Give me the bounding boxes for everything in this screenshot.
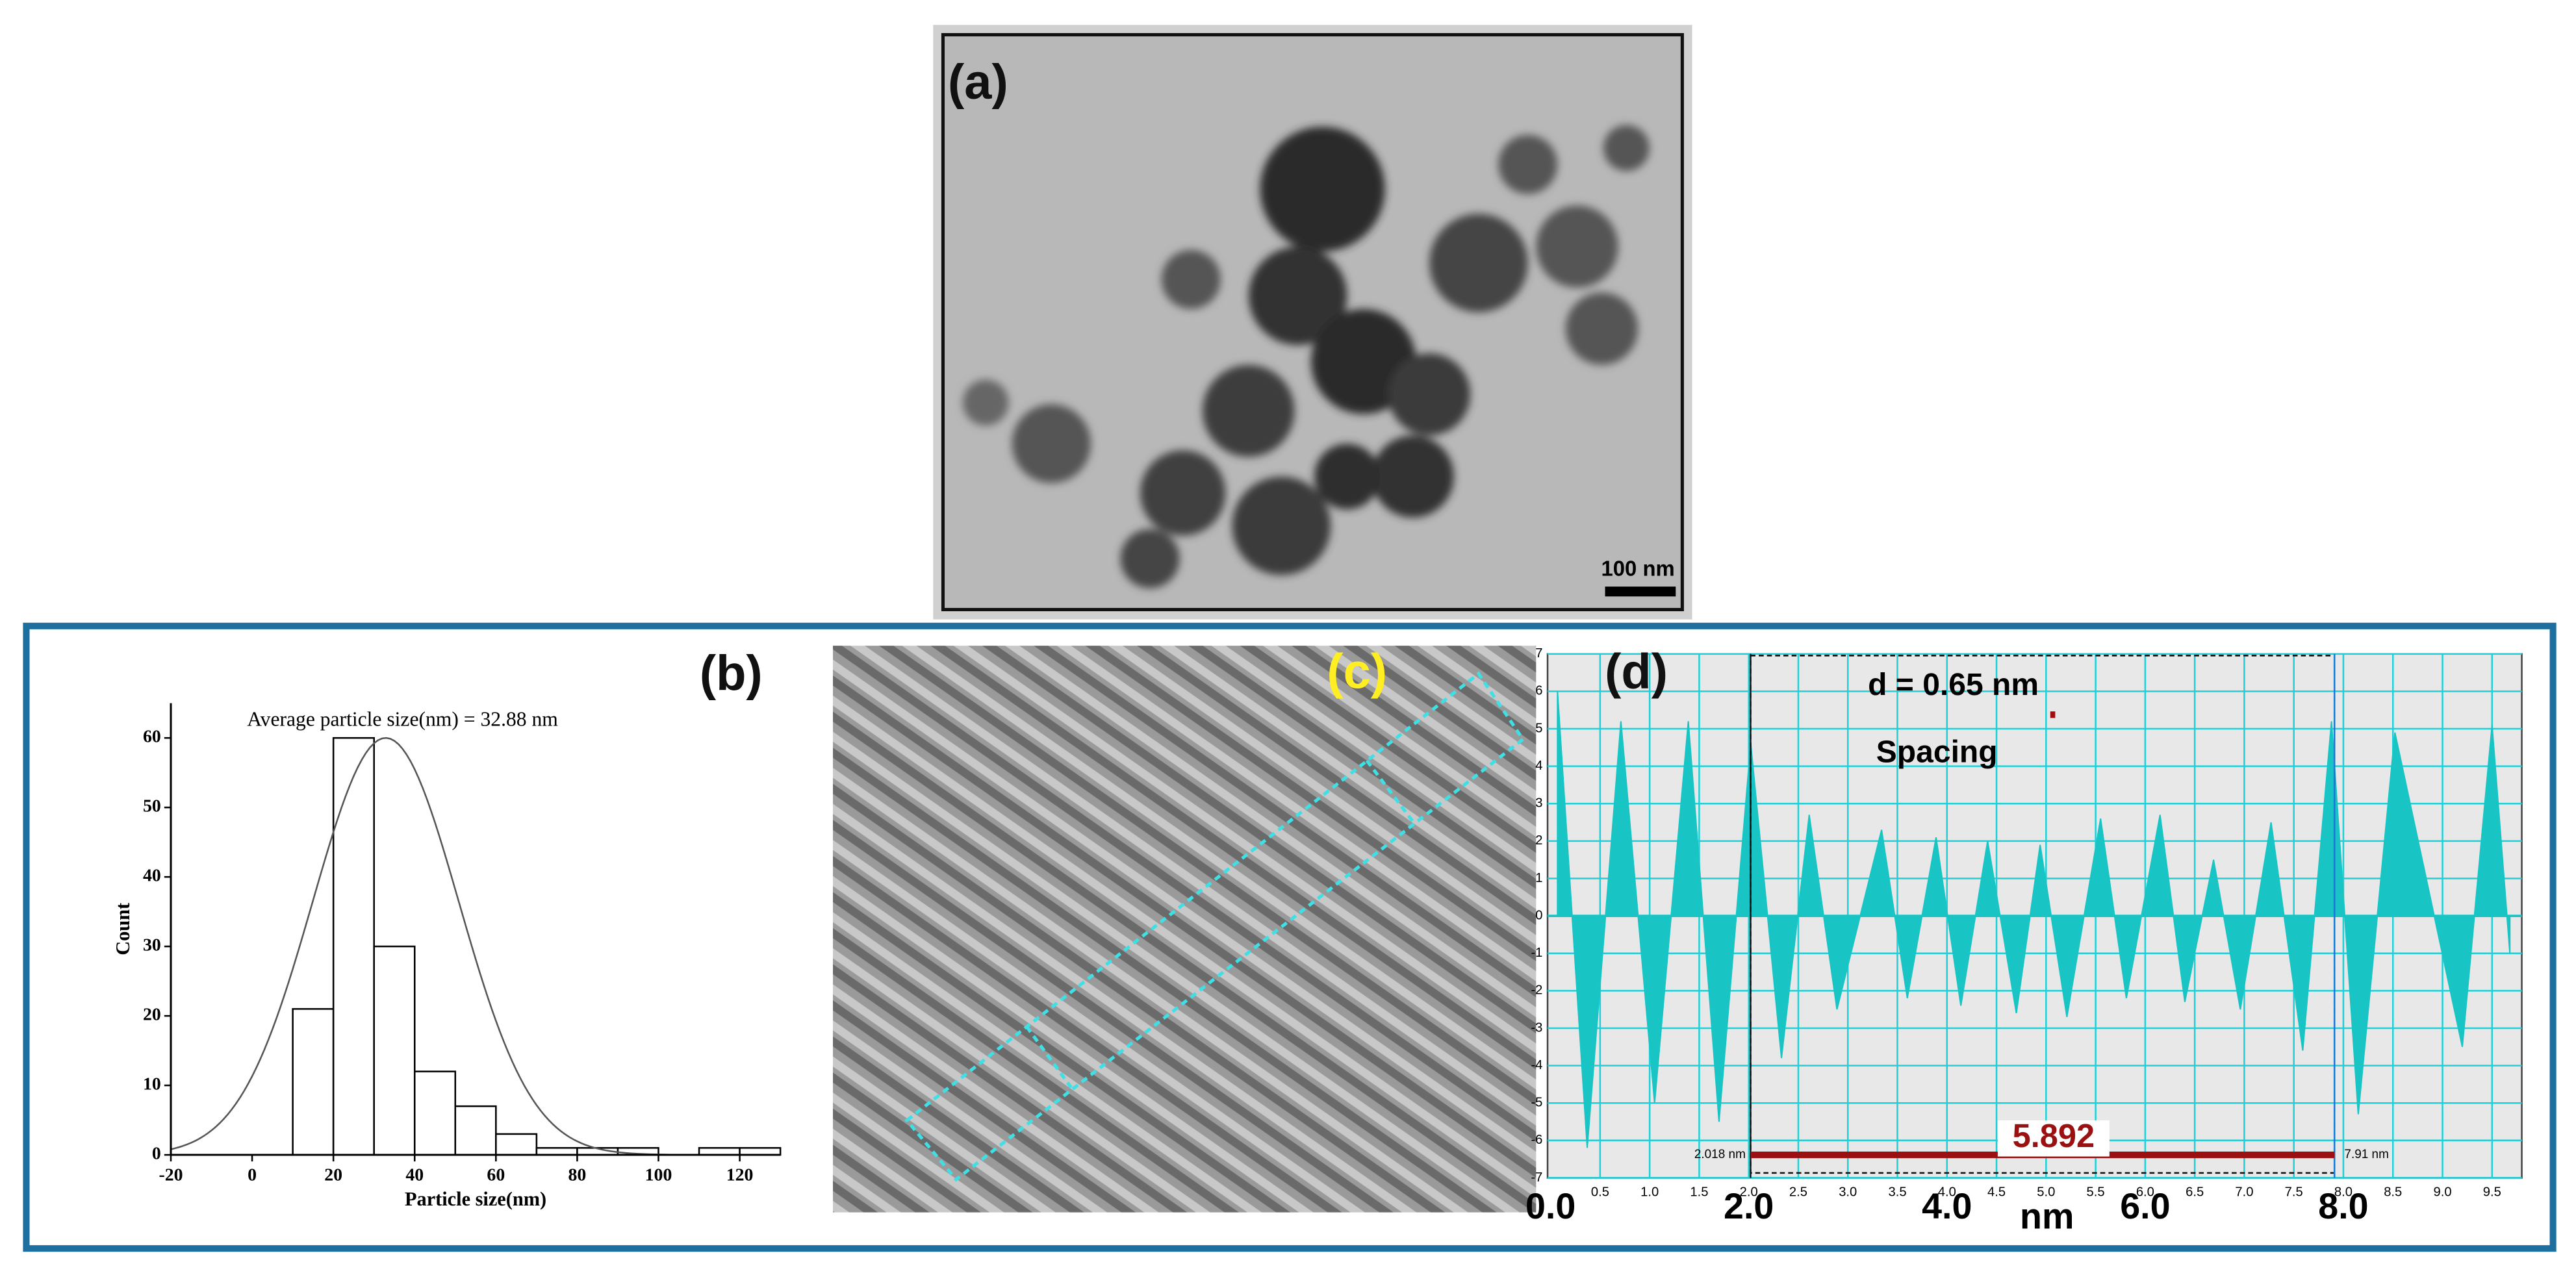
measure-label-bg xyxy=(1997,1120,2110,1157)
bar xyxy=(292,1008,335,1156)
big-x-tick-label: 8.0 xyxy=(2318,1186,2368,1226)
y-tick-label: 0 xyxy=(1535,908,1542,922)
annotation: Average particle size(nm) = 32.88 nm xyxy=(247,708,558,731)
panel-frame xyxy=(23,622,2557,1252)
x-tick-label: 0 xyxy=(248,1165,257,1185)
x-tick-label: 120 xyxy=(726,1165,754,1185)
y-tick-label: 50 xyxy=(143,796,161,816)
particles xyxy=(962,125,1650,588)
x-tick-label: 3.0 xyxy=(1839,1185,1857,1200)
panel-label: (a) xyxy=(948,55,1008,110)
x-tick-label: 7.0 xyxy=(2235,1185,2253,1200)
y-tick-label: 60 xyxy=(143,727,161,747)
y-tick-label: 4 xyxy=(1535,759,1542,773)
roi-line xyxy=(1365,759,1414,823)
y-tick-label: -1 xyxy=(1531,946,1542,960)
marker-label: 2.018 nm xyxy=(1694,1148,1746,1161)
bar xyxy=(535,1147,578,1156)
x-unit: nm xyxy=(2020,1196,2074,1236)
annotation: Spacing xyxy=(1876,735,1998,770)
x-tick-label: 80 xyxy=(568,1165,587,1185)
x-tick-label: -20 xyxy=(159,1165,183,1185)
y-tick-label: 10 xyxy=(143,1074,161,1094)
bar xyxy=(373,945,416,1156)
y-axis-title: Count xyxy=(112,903,134,955)
y-tick-label: 1 xyxy=(1535,871,1542,885)
big-x-tick-label: 0.0 xyxy=(1525,1186,1575,1226)
profile-area xyxy=(1557,691,2511,1148)
big-x-tick-label: 6.0 xyxy=(2120,1186,2170,1226)
x-tick-label: 0.5 xyxy=(1591,1185,1609,1200)
y-tick-label: 3 xyxy=(1535,796,1542,811)
x-tick-label: 20 xyxy=(324,1165,342,1185)
x-tick-label: 2.5 xyxy=(1789,1185,1807,1200)
x-tick-label: 6.5 xyxy=(2186,1185,2204,1200)
hrtem-image xyxy=(833,646,1537,1213)
bar xyxy=(454,1105,497,1156)
x-tick-label: 5.5 xyxy=(2087,1185,2105,1200)
y-tick-label: 20 xyxy=(143,1004,161,1024)
marker-label: 7.91 nm xyxy=(2344,1148,2388,1161)
bar xyxy=(739,1147,782,1156)
cursor xyxy=(2050,711,2056,718)
big-x-tick-label: 4.0 xyxy=(1922,1186,1972,1226)
scale-bar xyxy=(1605,587,1676,597)
y-tick-label: 40 xyxy=(143,865,161,885)
x-tick-label: 5.0 xyxy=(2037,1185,2055,1200)
y-tick-label: -6 xyxy=(1531,1133,1542,1147)
x-tick-label: 100 xyxy=(645,1165,672,1185)
y-tick-label: -4 xyxy=(1531,1058,1542,1072)
x-axis-title: Particle size(nm) xyxy=(405,1188,546,1210)
panel-label: (c) xyxy=(1327,644,1387,700)
y-tick-label: -7 xyxy=(1531,1170,1542,1185)
scale-label: 100 nm xyxy=(1601,557,1674,581)
bar xyxy=(413,1070,457,1156)
x-tick-label: 8.0 xyxy=(2334,1185,2353,1200)
big-x-tick-label: 2.0 xyxy=(1724,1186,1774,1226)
bar xyxy=(332,737,375,1156)
y-tick-label: 5 xyxy=(1535,721,1542,735)
measure-label: 5.892 xyxy=(2013,1117,2095,1154)
panel-label: (d) xyxy=(1605,644,1668,700)
x-tick-label: 4.5 xyxy=(1987,1185,2006,1200)
x-tick-label: 1.0 xyxy=(1640,1185,1659,1200)
x-tick-label: 9.0 xyxy=(2433,1185,2451,1200)
bar xyxy=(495,1133,538,1156)
x-tick-label: 2.0 xyxy=(1740,1185,1758,1200)
x-tick-label: 60 xyxy=(487,1165,505,1185)
x-tick-label: 4.0 xyxy=(1938,1185,1956,1200)
x-tick-label: 9.5 xyxy=(2483,1185,2501,1200)
panel-label: (b) xyxy=(700,646,763,701)
y-tick-label: -2 xyxy=(1531,983,1542,998)
annotation: d = 0.65 nm xyxy=(1868,668,2039,702)
x-tick-label: 3.5 xyxy=(1888,1185,1906,1200)
x-tick-label: 6.0 xyxy=(2136,1185,2154,1200)
y-tick-label: 30 xyxy=(143,935,161,955)
x-tick-label: 1.5 xyxy=(1690,1185,1708,1200)
roi-box xyxy=(904,671,1525,1182)
x-tick-label: 7.5 xyxy=(2285,1185,2303,1200)
y-tick-label: 6 xyxy=(1535,684,1542,698)
bar xyxy=(698,1147,741,1156)
y-tick-label: -5 xyxy=(1531,1096,1542,1110)
roi-line xyxy=(1025,1026,1073,1089)
y-tick-label: 2 xyxy=(1535,833,1542,848)
y-tick-label: -3 xyxy=(1531,1020,1542,1035)
fit-curve xyxy=(170,737,781,1156)
x-tick-label: 8.5 xyxy=(2384,1185,2402,1200)
x-tick-label: 40 xyxy=(405,1165,424,1185)
y-tick-label: 0 xyxy=(152,1143,161,1163)
y-tick-label: 7 xyxy=(1535,646,1542,661)
